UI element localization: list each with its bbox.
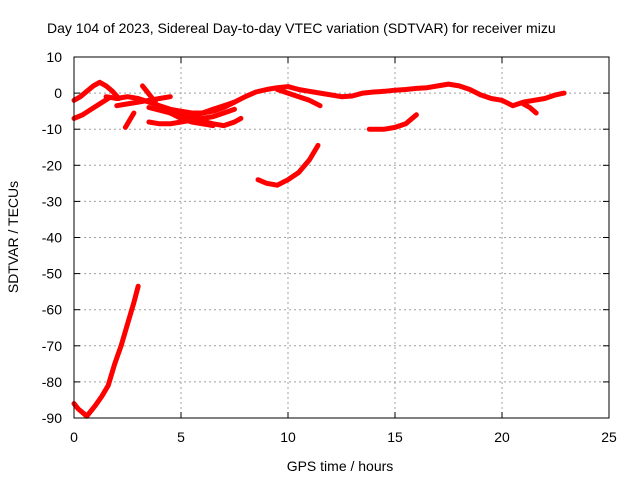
y-tick-label: -50 bbox=[42, 266, 62, 282]
y-tick-label: -90 bbox=[42, 410, 62, 426]
x-tick-label: 20 bbox=[494, 429, 510, 445]
y-tick-label: -70 bbox=[42, 338, 62, 354]
series-arc-i bbox=[157, 105, 216, 129]
series-arc-n bbox=[520, 101, 539, 116]
y-axis-label: SDTVAR / TECUs bbox=[5, 181, 21, 293]
y-tick-label: -20 bbox=[42, 157, 62, 173]
x-axis-label: GPS time / hours bbox=[287, 458, 394, 474]
ticks: 0 5 10 15 20 25 10 0 -10 -20 -30 -40 -50 -60 -70 -80 -90 bbox=[42, 49, 617, 445]
x-tick-label: 5 bbox=[177, 429, 185, 445]
x-tick-label: 10 bbox=[280, 429, 296, 445]
series-arc-m bbox=[366, 112, 419, 132]
x-tick-label: 25 bbox=[601, 429, 617, 445]
series-arc-c bbox=[103, 81, 567, 116]
y-tick-label: -30 bbox=[42, 193, 62, 209]
series-arc-b bbox=[71, 96, 111, 121]
x-tick-label: 15 bbox=[387, 429, 403, 445]
data-series bbox=[71, 79, 567, 419]
y-tick-label: -10 bbox=[42, 121, 62, 137]
series-arc-o bbox=[71, 283, 141, 419]
y-tick-label: -60 bbox=[42, 302, 62, 318]
chart-title: Day 104 of 2023, Sidereal Day-to-day VTE… bbox=[47, 20, 556, 36]
y-tick-label: -40 bbox=[42, 230, 62, 246]
series-arc-e bbox=[122, 110, 137, 130]
series-arc-f bbox=[140, 83, 158, 105]
y-tick-label: 10 bbox=[46, 49, 62, 65]
grid bbox=[74, 57, 609, 418]
series-arc-d bbox=[114, 94, 173, 109]
y-tick-label: -80 bbox=[42, 374, 62, 390]
x-tick-label: 0 bbox=[70, 429, 78, 445]
series-arc-j bbox=[178, 99, 237, 121]
y-tick-label: 0 bbox=[54, 85, 62, 101]
series-arc-k bbox=[274, 87, 323, 109]
series-arc-l bbox=[255, 142, 321, 188]
series-arc-a bbox=[71, 79, 122, 103]
